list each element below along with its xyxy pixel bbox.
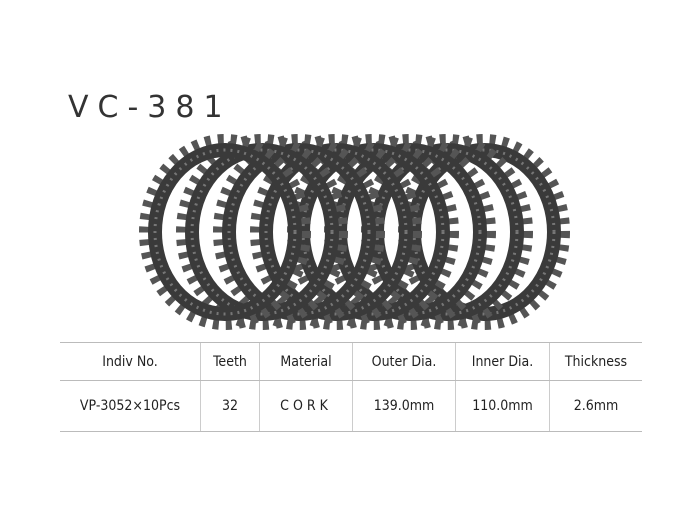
clutch-plates-image [139,134,570,330]
clutch-plate [139,134,311,330]
spec-table: Indiv No. Teeth Material Outer Dia. Inne… [60,342,642,432]
product-code-title: VC-381 [68,90,232,125]
table-row: VP-3052×10Pcs 32 CORK 139.0mm 110.0mm 2.… [60,380,642,432]
cell-teeth: 32 [200,380,260,432]
clutch-plate [250,134,422,330]
cell-material: CORK [259,380,353,432]
clutch-plate [213,134,385,330]
cell-inner-dia: 110.0mm [455,380,550,432]
clutch-plate [176,134,348,330]
cell-outer-dia: 139.0mm [352,380,456,432]
table-header-row: Indiv No. Teeth Material Outer Dia. Inne… [60,342,642,381]
header-indiv-no: Indiv No. [60,342,201,381]
header-thickness: Thickness [549,342,642,381]
cell-thickness: 2.6mm [549,380,642,432]
header-inner-dia: Inner Dia. [455,342,550,381]
header-material: Material [259,342,353,381]
header-outer-dia: Outer Dia. [352,342,456,381]
cell-indiv-no: VP-3052×10Pcs [60,380,201,432]
header-teeth: Teeth [200,342,260,381]
